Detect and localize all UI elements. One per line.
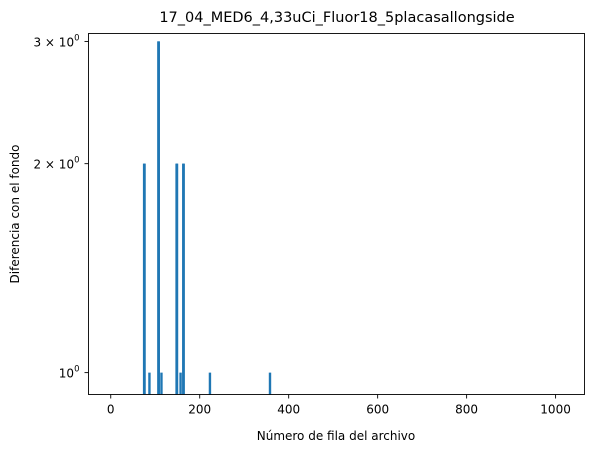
data-series [142,41,272,395]
plot-frame [88,33,585,395]
y-tick-label: 100 [59,365,80,381]
x-axis: 0 200 400 600 800 1000 [107,394,571,417]
y-axis: 100 2 × 100 3 × 100 [33,33,89,381]
y-axis-label: Diferencia con el fondo [8,145,22,284]
x-tick-label: 400 [277,403,300,417]
y-tick-label: 2 × 100 [33,156,79,172]
plot-area [88,33,585,395]
y-tick-label: 3 × 100 [33,33,79,49]
x-tick-label: 600 [366,403,389,417]
x-tick-label: 200 [188,403,211,417]
x-axis-label: Número de fila del archivo [257,429,416,443]
x-tick-label: 1000 [540,403,571,417]
chart-title: 17_04_MED6_4,33uCi_Fluor18_5placasallong… [159,10,514,26]
x-tick-label: 0 [107,403,115,417]
x-tick-label: 800 [455,403,478,417]
